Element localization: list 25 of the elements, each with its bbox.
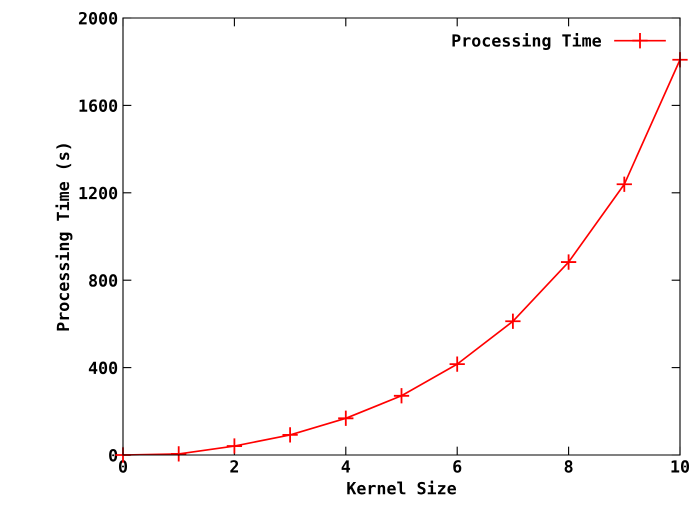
- x-tick-label: 6: [453, 460, 462, 473]
- x-tick-label: 0: [118, 460, 128, 473]
- y-axis-title: Processing Time (s): [55, 144, 72, 331]
- y-tick-label: 800: [89, 274, 118, 287]
- point: [170, 445, 188, 462]
- x-tick-label: 10: [671, 460, 690, 473]
- point: [560, 254, 578, 271]
- point: [448, 356, 466, 373]
- point: [616, 176, 633, 193]
- x-tick-label: 8: [564, 460, 573, 473]
- x-tick-label: 2: [230, 460, 238, 473]
- point: [337, 410, 354, 427]
- y-tick-label: 1200: [80, 186, 118, 200]
- legend-label: Processing Time: [452, 32, 601, 50]
- y-tick-label: 400: [88, 362, 118, 374]
- x-tick-label: 4: [342, 460, 350, 473]
- point: [282, 426, 299, 444]
- y-tick-label: 0: [109, 448, 118, 462]
- y-tick-label: 2000: [78, 12, 118, 25]
- point: [392, 387, 410, 404]
- point: [504, 312, 522, 330]
- point: [671, 51, 689, 68]
- point: [226, 438, 243, 455]
- y-tick-label: 1600: [80, 99, 118, 112]
- x-axis-title: Kernel Size: [347, 480, 456, 494]
